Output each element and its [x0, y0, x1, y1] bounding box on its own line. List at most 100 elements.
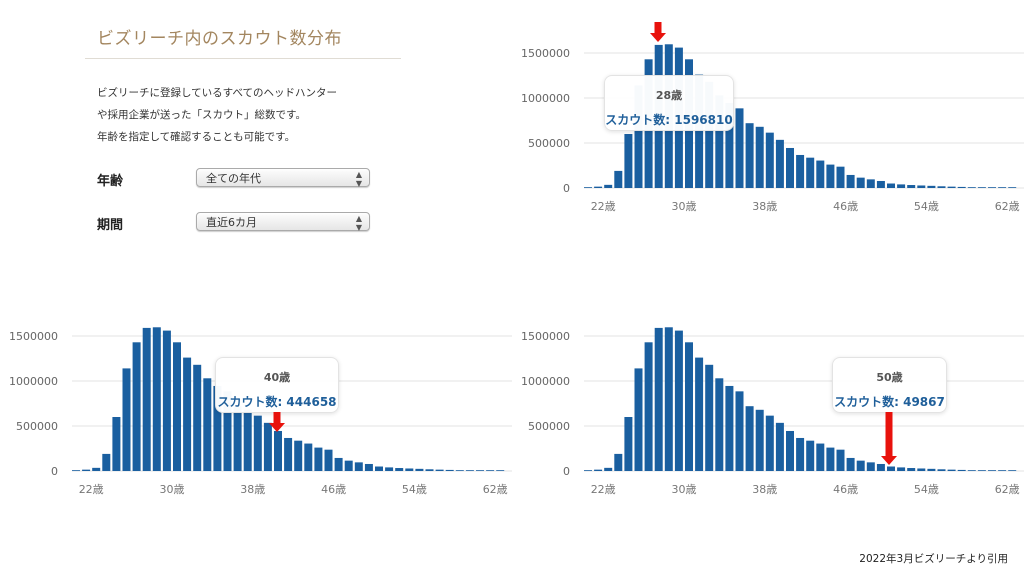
bar-25歳[interactable]: [634, 368, 643, 471]
bar-39歳[interactable]: [775, 139, 784, 188]
bar-24歳[interactable]: [624, 134, 633, 188]
bar-39歳[interactable]: [263, 422, 272, 471]
bar-30歳[interactable]: [173, 342, 181, 471]
bar-21歳[interactable]: [594, 469, 603, 471]
bar-61歳[interactable]: [486, 470, 495, 471]
bar-42歳[interactable]: [806, 440, 815, 471]
bar-49歳[interactable]: [876, 463, 885, 471]
bar-52歳[interactable]: [395, 468, 404, 471]
bar-21歳[interactable]: [594, 186, 603, 188]
bar-43歳[interactable]: [816, 443, 825, 471]
bar-20歳[interactable]: [584, 187, 592, 188]
bar-21歳[interactable]: [82, 469, 91, 471]
bar-57歳[interactable]: [957, 186, 966, 188]
bar-36歳[interactable]: [745, 406, 754, 471]
bar-35歳[interactable]: [735, 391, 744, 471]
bar-41歳[interactable]: [796, 437, 805, 471]
bar-42歳[interactable]: [806, 157, 815, 188]
bar-38歳[interactable]: [253, 415, 262, 471]
bar-35歳[interactable]: [735, 108, 744, 188]
bar-60歳[interactable]: [988, 187, 996, 188]
bar-56歳[interactable]: [435, 469, 444, 471]
bar-55歳[interactable]: [937, 469, 946, 471]
bar-33歳[interactable]: [203, 378, 212, 471]
bar-22歳[interactable]: [604, 467, 613, 471]
bar-60歳[interactable]: [988, 470, 996, 471]
bar-27歳[interactable]: [142, 327, 151, 471]
bar-27歳[interactable]: [654, 327, 663, 471]
bar-51歳[interactable]: [897, 467, 906, 471]
bar-31歳[interactable]: [183, 357, 192, 471]
bar-28歳[interactable]: [664, 327, 673, 471]
bar-59歳[interactable]: [977, 470, 986, 471]
bar-32歳[interactable]: [705, 364, 714, 471]
bar-37歳[interactable]: [755, 126, 764, 188]
bar-62歳[interactable]: [1008, 470, 1017, 471]
bar-41歳[interactable]: [796, 154, 805, 188]
bar-20歳[interactable]: [72, 470, 80, 471]
bar-26歳[interactable]: [132, 342, 141, 471]
bar-25歳[interactable]: [634, 85, 643, 188]
bar-51歳[interactable]: [897, 184, 906, 188]
bar-47歳[interactable]: [344, 460, 353, 471]
bar-35歳[interactable]: [223, 391, 232, 471]
bar-56歳[interactable]: [947, 469, 956, 471]
bar-24歳[interactable]: [624, 417, 633, 471]
bar-30歳[interactable]: [685, 342, 693, 471]
bar-41歳[interactable]: [284, 437, 293, 471]
bar-33歳[interactable]: [715, 95, 724, 188]
bar-43歳[interactable]: [816, 160, 825, 188]
bar-51歳[interactable]: [385, 467, 394, 471]
bar-23歳[interactable]: [614, 453, 623, 471]
bar-52歳[interactable]: [907, 468, 916, 471]
bar-50歳[interactable]: [887, 466, 895, 471]
bar-48歳[interactable]: [866, 462, 875, 471]
bar-40歳[interactable]: [786, 430, 794, 471]
bar-24歳[interactable]: [112, 417, 121, 471]
bar-22歳[interactable]: [92, 467, 101, 471]
bar-43歳[interactable]: [304, 443, 313, 471]
bar-46歳[interactable]: [846, 174, 855, 188]
bar-20歳[interactable]: [584, 470, 592, 471]
bar-26歳[interactable]: [644, 342, 653, 471]
bar-58歳[interactable]: [455, 470, 464, 471]
bar-57歳[interactable]: [957, 469, 966, 471]
bar-40歳[interactable]: [274, 430, 282, 471]
bar-34歳[interactable]: [213, 385, 222, 471]
bar-39歳[interactable]: [775, 422, 784, 471]
bar-22歳[interactable]: [604, 184, 613, 188]
bar-34歳[interactable]: [725, 385, 734, 471]
bar-46歳[interactable]: [334, 457, 343, 471]
bar-53歳[interactable]: [405, 468, 414, 471]
bar-55歳[interactable]: [937, 186, 946, 188]
bar-58歳[interactable]: [967, 187, 976, 188]
bar-28歳[interactable]: [152, 327, 161, 471]
bar-38歳[interactable]: [765, 415, 774, 471]
bar-32歳[interactable]: [193, 364, 202, 471]
bar-54歳[interactable]: [927, 468, 936, 471]
bar-61歳[interactable]: [998, 187, 1007, 188]
bar-50歳[interactable]: [887, 183, 895, 188]
bar-23歳[interactable]: [102, 453, 111, 471]
bar-46歳[interactable]: [846, 457, 855, 471]
bar-31歳[interactable]: [695, 357, 704, 471]
bar-60歳[interactable]: [476, 470, 484, 471]
bar-23歳[interactable]: [614, 170, 623, 188]
bar-61歳[interactable]: [998, 470, 1007, 471]
bar-32歳[interactable]: [705, 81, 714, 188]
bar-33歳[interactable]: [715, 378, 724, 471]
bar-62歳[interactable]: [1008, 187, 1017, 188]
bar-49歳[interactable]: [364, 463, 373, 471]
bar-40歳[interactable]: [786, 147, 794, 188]
bar-25歳[interactable]: [122, 368, 131, 471]
bar-44歳[interactable]: [314, 447, 323, 471]
bar-42歳[interactable]: [294, 440, 303, 471]
bar-62歳[interactable]: [496, 470, 505, 471]
bar-48歳[interactable]: [354, 462, 363, 471]
bar-54歳[interactable]: [927, 185, 936, 188]
bar-37歳[interactable]: [243, 409, 252, 471]
bar-52歳[interactable]: [907, 185, 916, 188]
bar-31歳[interactable]: [695, 74, 704, 188]
bar-59歳[interactable]: [977, 187, 986, 188]
bar-53歳[interactable]: [917, 468, 926, 471]
